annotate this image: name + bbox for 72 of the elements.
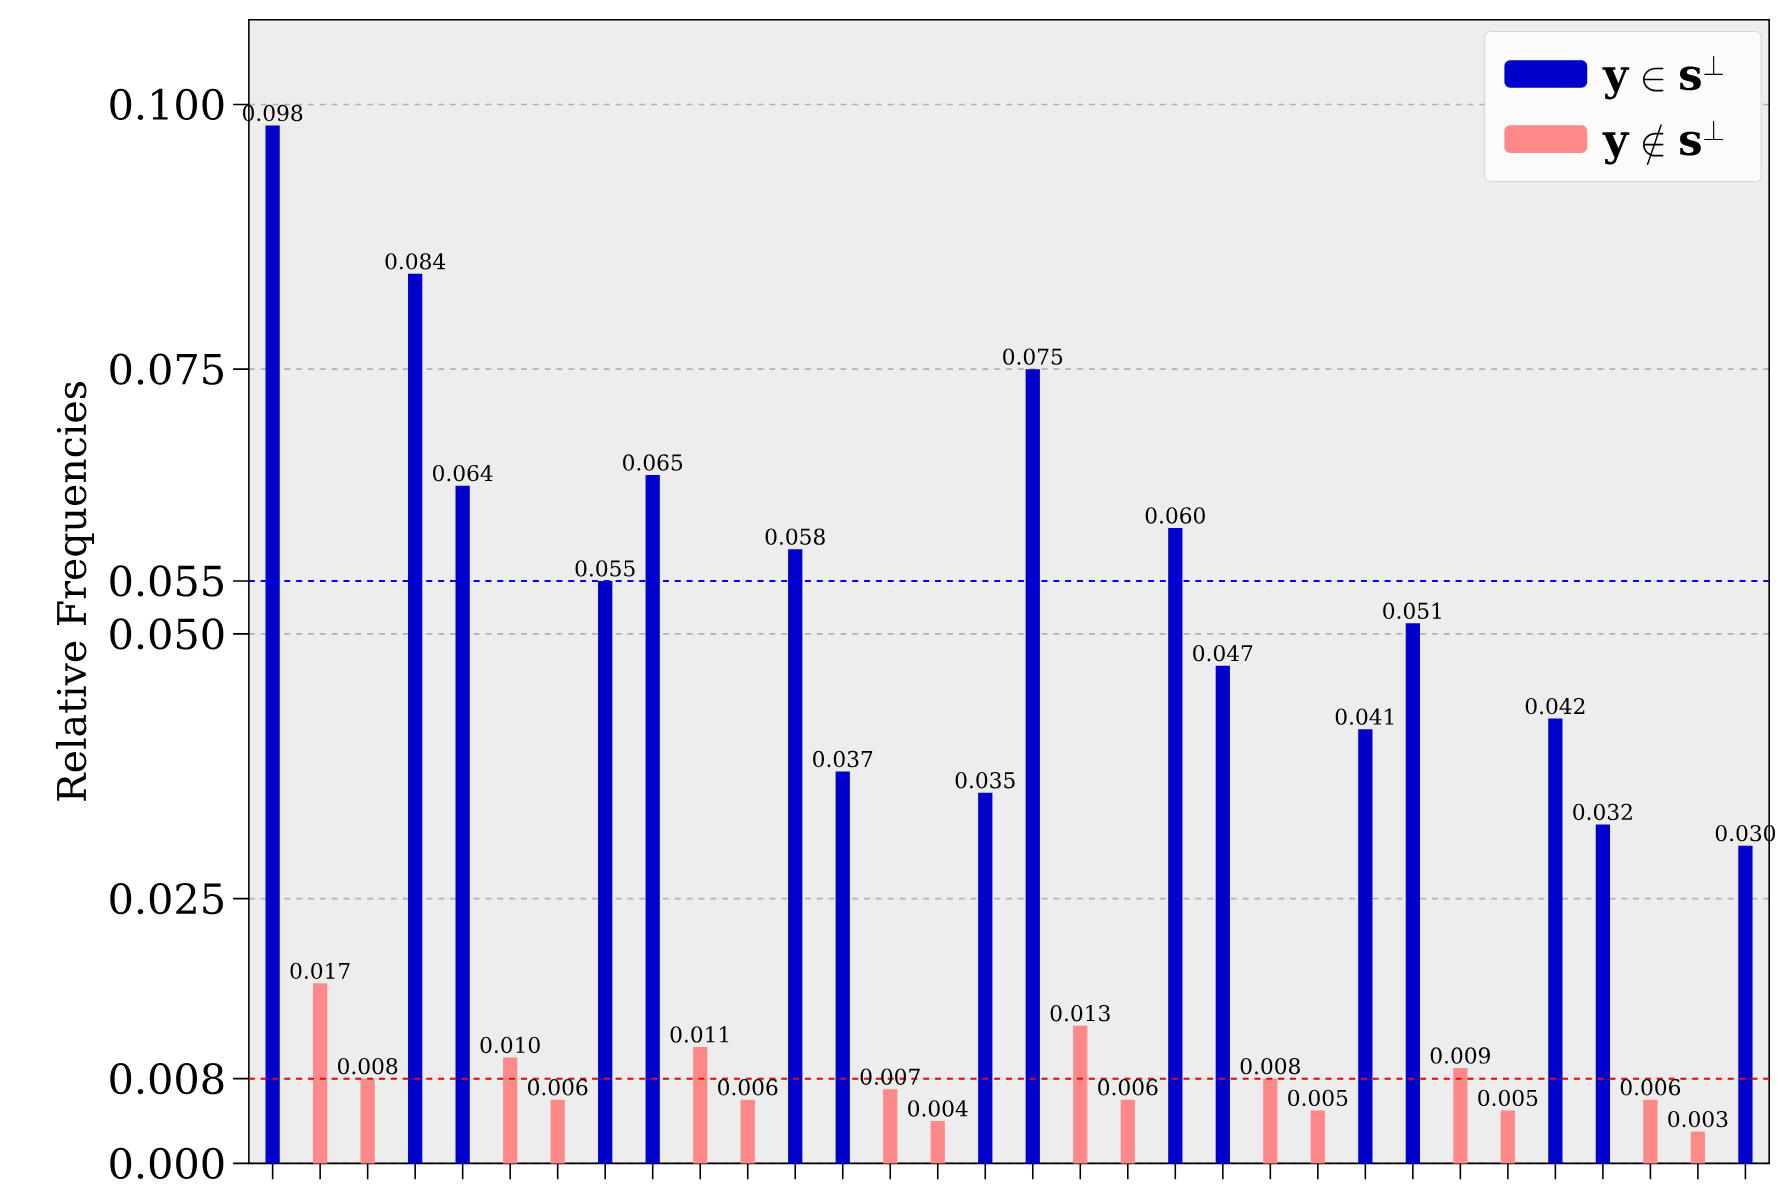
bar: [788, 549, 803, 1164]
bar: [360, 1078, 375, 1164]
bar: [1073, 1025, 1088, 1164]
bar: [883, 1089, 898, 1164]
data-label: 0.011: [670, 1026, 729, 1043]
data-label: 0.037: [813, 750, 873, 768]
bar: [1643, 1099, 1658, 1164]
bar: [1548, 718, 1563, 1164]
y-tick-label: 0.000: [110, 1147, 224, 1180]
y-tick-label: 0.025: [110, 882, 223, 915]
y-tick-label: 0.050: [110, 618, 224, 650]
data-label: 0.051: [1383, 602, 1441, 619]
bar: [1738, 845, 1753, 1164]
bar: [930, 1121, 945, 1164]
data-label: 0.013: [1050, 1005, 1110, 1022]
data-label: 0.008: [338, 1057, 398, 1075]
bar: [740, 1099, 755, 1164]
bar: [1120, 1099, 1135, 1164]
bar: [313, 983, 328, 1164]
y-tick-label: 0.075: [110, 353, 223, 385]
y-tick-label: 0.055: [110, 565, 223, 597]
data-label: 0.005: [1288, 1089, 1348, 1107]
data-label: 0.064: [433, 464, 493, 482]
data-label: 0.060: [1145, 507, 1205, 524]
bar: [1595, 824, 1611, 1164]
bar: [835, 771, 850, 1164]
bar: [1453, 1068, 1468, 1164]
data-label: 0.058: [765, 528, 825, 545]
bar: [503, 1057, 518, 1164]
data-label: 0.004: [908, 1100, 968, 1117]
legend-label: $\mathbf{y} \notin \mathbf{s}^{\perp}$: [1602, 121, 1724, 166]
bar: [1168, 528, 1183, 1164]
data-label: 0.007: [860, 1068, 920, 1085]
data-label: 0.075: [1003, 348, 1063, 365]
y-axis-title: Relative Frequencies: [55, 382, 95, 801]
y-tick-label: 0.008: [110, 1063, 224, 1095]
bar: [550, 1099, 565, 1164]
data-label: 0.042: [1525, 697, 1585, 715]
data-label: 0.010: [480, 1036, 540, 1054]
data-label: 0.017: [290, 962, 350, 980]
legend-label: $\mathbf{y} \in \mathbf{s}^{\perp}$: [1602, 55, 1724, 100]
bar: [1500, 1110, 1515, 1164]
bar: [645, 475, 660, 1164]
bar: [1690, 1131, 1706, 1164]
bar: [455, 485, 470, 1164]
bar: [1215, 665, 1230, 1164]
data-label: 0.065: [623, 454, 683, 471]
bar: [1405, 623, 1420, 1164]
bar: [978, 792, 993, 1164]
data-label: 0.006: [1098, 1079, 1158, 1096]
data-label: 0.041: [1335, 708, 1394, 725]
data-label: 0.005: [1478, 1089, 1538, 1107]
data-label: 0.006: [1620, 1079, 1681, 1096]
bar: [265, 125, 280, 1164]
bar: [408, 273, 423, 1164]
bar: [1310, 1110, 1325, 1164]
data-label: 0.035: [955, 772, 1015, 789]
data-label: 0.032: [1573, 803, 1632, 821]
data-label: 0.006: [528, 1079, 588, 1096]
data-label: 0.003: [1668, 1110, 1728, 1128]
data-label: 0.047: [1193, 644, 1253, 662]
bar: [1025, 369, 1040, 1164]
bar: [693, 1046, 708, 1164]
data-label: 0.055: [575, 560, 635, 577]
data-label: 0.008: [1240, 1057, 1300, 1075]
bar: [1358, 729, 1373, 1164]
bar: [1263, 1078, 1278, 1164]
data-label: 0.084: [385, 253, 446, 270]
data-label: 0.009: [1430, 1047, 1490, 1064]
data-label: 0.006: [718, 1079, 778, 1096]
bar: [598, 580, 613, 1164]
y-tick-label: 0.100: [110, 88, 224, 121]
